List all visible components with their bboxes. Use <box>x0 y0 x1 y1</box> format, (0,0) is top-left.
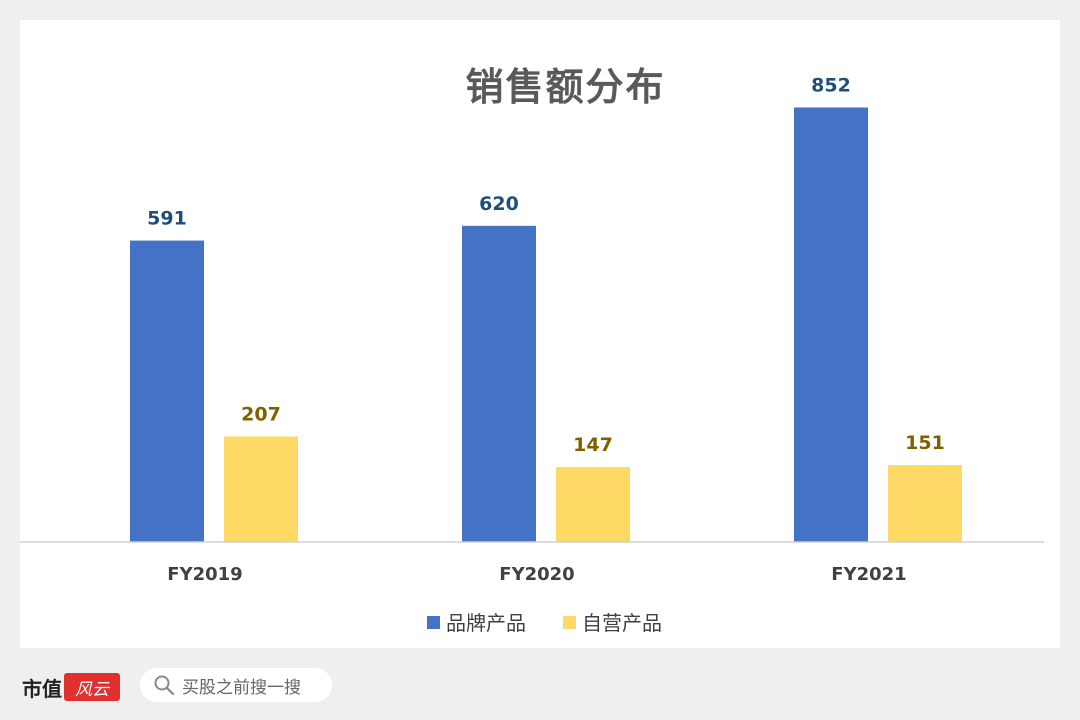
data-label: 620 <box>479 193 519 215</box>
legend-swatch <box>427 616 440 629</box>
data-label: 591 <box>147 208 187 230</box>
bar-self-fy2021 <box>888 464 962 542</box>
bar-self-fy2020 <box>556 467 630 542</box>
data-label: 207 <box>241 403 281 425</box>
data-label: 852 <box>811 74 851 96</box>
search-placeholder: 买股之前搜一搜 <box>182 677 301 698</box>
chart-card: 销售额分布 591 207 FY2019 620 147 FY2020 852 151 FY20… <box>20 20 1060 648</box>
bar-chart: 591 207 FY2019 620 147 FY2020 852 151 FY2021 品牌产… <box>20 74 1044 635</box>
data-label: 151 <box>905 432 945 454</box>
x-tick-label: FY2019 <box>167 564 242 585</box>
bar-brand-fy2020 <box>462 225 536 543</box>
x-tick-label: FY2021 <box>831 564 906 585</box>
legend-label: 自营产品 <box>582 611 662 635</box>
brand-name: 市值 <box>22 676 62 701</box>
brand-logo-badge: 风云 <box>64 673 120 701</box>
x-tick-label: FY2020 <box>499 564 574 585</box>
chart-title: 销售额分布 <box>465 65 666 109</box>
brand-logo: 市值 风云 <box>22 670 120 704</box>
bar-brand-fy2019 <box>130 240 204 542</box>
footer-bar: 市值 风云 买股之前搜一搜 <box>0 650 1080 720</box>
search-box[interactable]: 买股之前搜一搜 <box>140 668 332 702</box>
data-label: 147 <box>573 434 613 456</box>
bar-brand-fy2021 <box>794 107 868 542</box>
legend-label: 品牌产品 <box>446 611 526 635</box>
legend-swatch <box>563 616 576 629</box>
search-icon <box>154 675 175 696</box>
bar-self-fy2019 <box>224 436 298 542</box>
